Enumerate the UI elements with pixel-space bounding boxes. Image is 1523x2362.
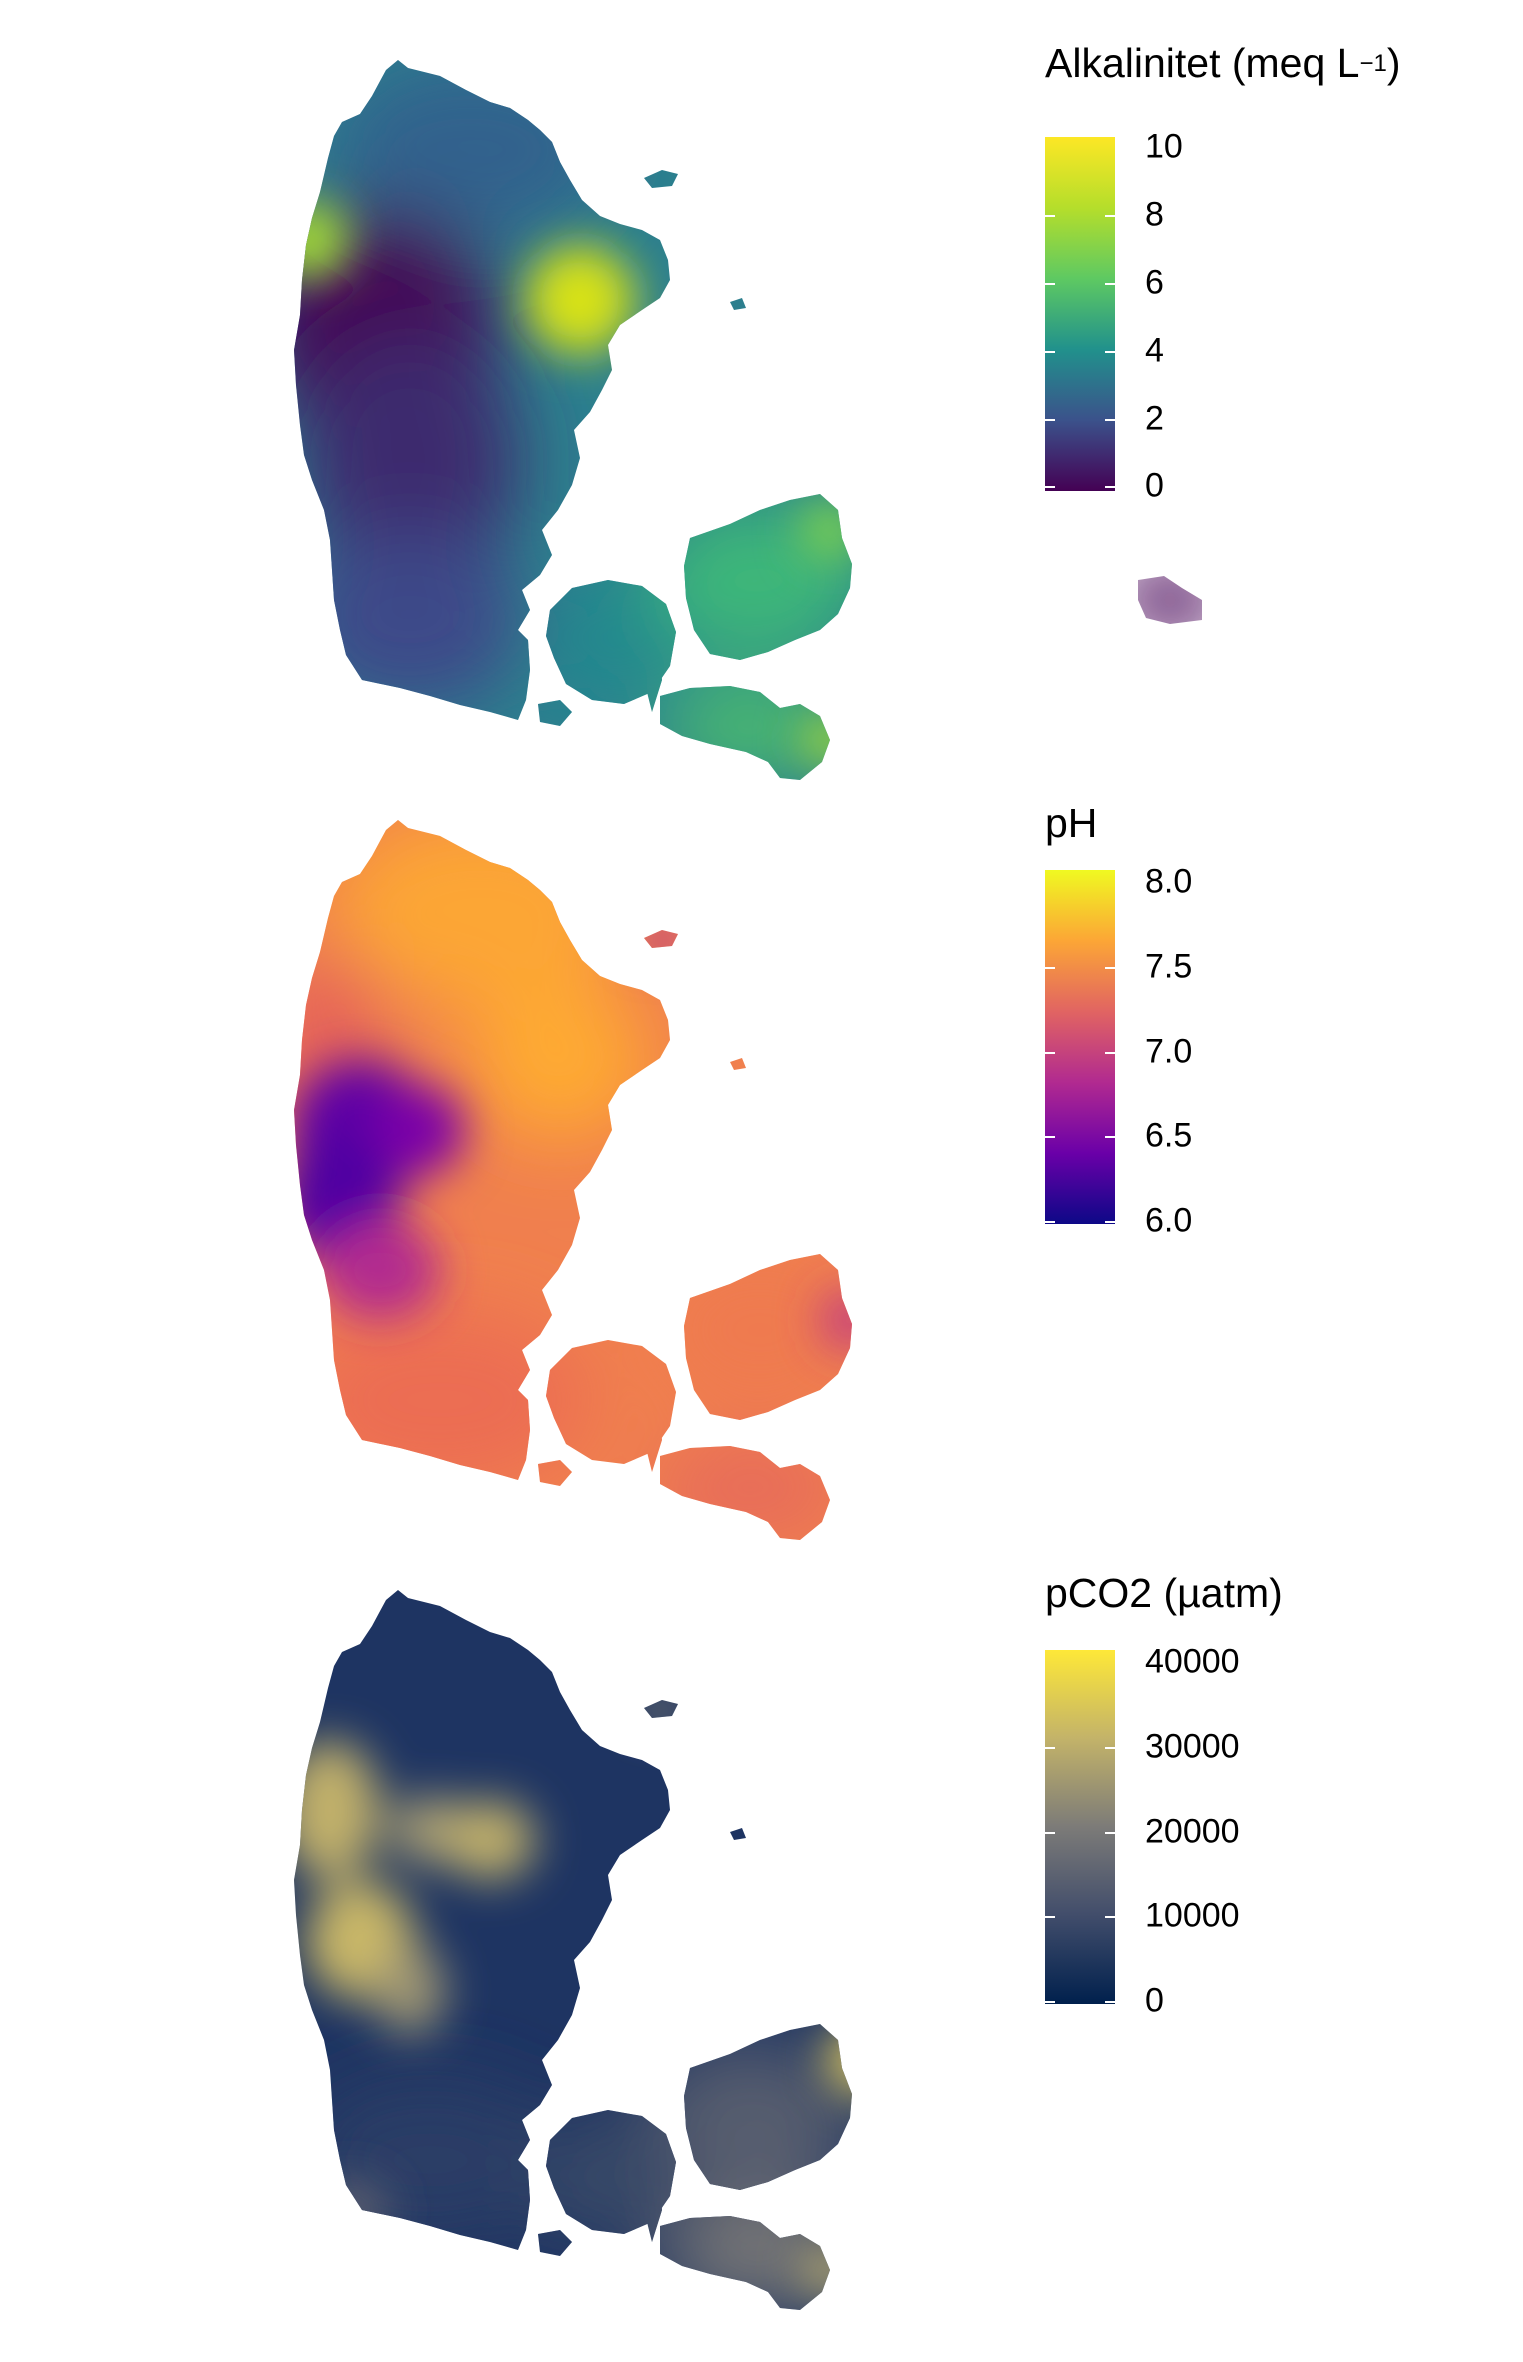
tick-mark — [1045, 1136, 1055, 1138]
tick-mark — [1105, 1916, 1115, 1918]
tick-label: 10000 — [1145, 1896, 1240, 1935]
tick-mark — [1105, 486, 1115, 488]
field-east-high — [825, 2025, 895, 2095]
field-south — [294, 1310, 590, 1490]
tick-mark — [1045, 351, 1055, 353]
tick-mark — [1045, 967, 1055, 969]
tick-mark — [1105, 419, 1115, 421]
tick-mark — [1105, 1832, 1115, 1834]
legend-title: pH — [1045, 800, 1098, 846]
field-south-jutland — [294, 530, 530, 710]
tick-label: 6.5 — [1145, 1116, 1193, 1155]
field-mid-low — [375, 1085, 465, 1175]
tick-label: 8 — [1145, 195, 1164, 234]
field-mid-high-3 — [375, 1945, 445, 2035]
alkalinity-legend: Alkalinitet (meq L−1) 10 8 6 4 2 0 — [1045, 40, 1515, 520]
tick-mark — [1045, 1832, 1055, 1834]
field-funen — [530, 2120, 690, 2240]
legend-title: pCO2 (µatm) — [1045, 1570, 1283, 1616]
tick-mark — [1105, 1136, 1115, 1138]
field-south-west — [310, 2180, 390, 2240]
field-west-high — [294, 200, 350, 280]
field-lolland — [660, 2215, 860, 2305]
tick-label: 8.0 — [1145, 862, 1193, 901]
pco2-map — [294, 1590, 930, 2310]
tick-label: 7.0 — [1145, 1032, 1193, 1071]
tick-mark — [1105, 215, 1115, 217]
tick-label: 0 — [1145, 466, 1164, 505]
tick-label: 30000 — [1145, 1727, 1240, 1766]
field-south — [300, 2080, 560, 2240]
tick-mark — [1045, 1747, 1055, 1749]
field-west-high — [294, 1740, 380, 1880]
field-funen — [530, 570, 690, 710]
tick-mark — [1045, 283, 1055, 285]
field-lolland — [650, 1445, 850, 1535]
tick-label: 7.5 — [1145, 947, 1193, 986]
tick-mark — [1105, 283, 1115, 285]
legend-title: Alkalinitet (meq L−1) — [1045, 40, 1401, 86]
ph-panel: pH 8.0 7.5 7.0 6.5 6.0 — [0, 780, 1523, 1540]
ph-legend: pH 8.0 7.5 7.0 6.5 6.0 — [1045, 800, 1515, 1280]
tick-mark — [1105, 1747, 1115, 1749]
tick-label: 0 — [1145, 1981, 1164, 2020]
field-laeso — [635, 1695, 685, 1725]
tick-label: 6.0 — [1145, 1201, 1193, 1240]
field-south-high — [800, 715, 860, 765]
field-east-high — [800, 500, 860, 560]
field-aarhus-high — [445, 1800, 535, 1880]
field-east-pink — [820, 1290, 880, 1350]
tick-mark — [1045, 2001, 1055, 2003]
tick-label: 6 — [1145, 263, 1164, 302]
tick-mark — [1045, 1916, 1055, 1918]
pco2-legend: pCO2 (µatm) 40000 30000 20000 10000 0 — [1045, 1570, 1515, 2050]
tick-label: 2 — [1145, 399, 1164, 438]
color-bar — [1045, 137, 1115, 491]
tick-label: 10 — [1145, 127, 1183, 166]
field-aarhus-high — [525, 245, 635, 355]
tick-mark — [1045, 1221, 1055, 1223]
field-laeso — [635, 925, 685, 955]
field-south-high — [800, 2245, 860, 2295]
tick-mark — [1105, 967, 1115, 969]
tick-mark — [1045, 486, 1055, 488]
tick-mark — [1045, 215, 1055, 217]
tick-mark — [1105, 1052, 1115, 1054]
color-bar — [1045, 1650, 1115, 2004]
tick-mark — [1105, 1221, 1115, 1223]
color-bar — [1045, 870, 1115, 1224]
ph-map — [294, 820, 930, 1540]
field-mid-low — [300, 330, 520, 590]
tick-label: 20000 — [1145, 1812, 1240, 1851]
pco2-panel: pCO2 (µatm) 40000 30000 20000 10000 0 — [0, 1550, 1523, 2310]
tick-mark — [1105, 351, 1115, 353]
field-aarhus — [470, 980, 650, 1140]
field-bornholm — [1110, 560, 1202, 640]
tick-mark — [1105, 2001, 1115, 2003]
field-north — [330, 820, 630, 1010]
alkalinity-map — [294, 60, 1202, 780]
field-transition — [320, 1220, 440, 1320]
tick-mark — [1045, 419, 1055, 421]
tick-label: 40000 — [1145, 1642, 1240, 1681]
tick-mark — [1045, 1052, 1055, 1054]
alkalinity-panel: Alkalinitet (meq L−1) 10 8 6 4 2 0 — [0, 20, 1523, 780]
tick-label: 4 — [1145, 331, 1164, 370]
